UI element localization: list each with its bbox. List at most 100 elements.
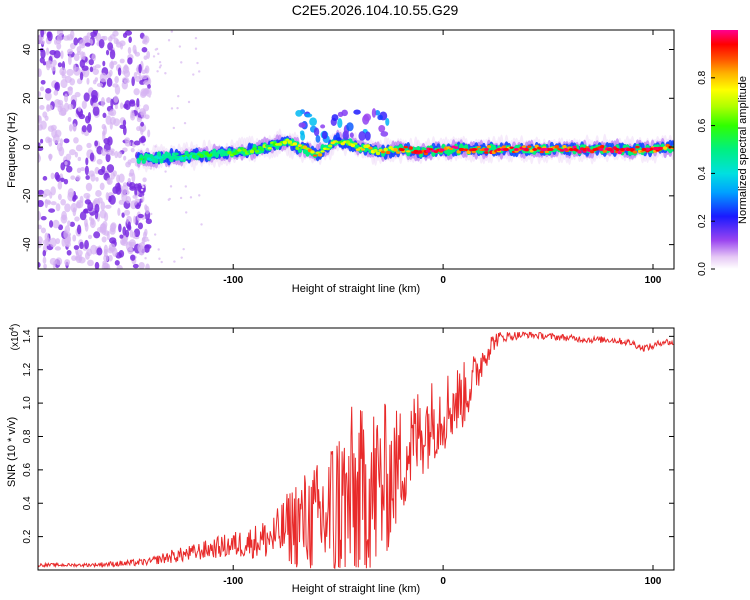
spectrogram-cell — [52, 59, 57, 66]
spectrogram-cell — [144, 228, 148, 237]
spectrogram-cell — [105, 97, 112, 103]
spectrogram-cell — [194, 47, 198, 50]
spectrogram-cell — [385, 150, 391, 155]
spectrogram-cell — [56, 42, 62, 50]
spectrogram-cell — [67, 103, 74, 110]
spectrogram-cell — [44, 91, 52, 101]
spectrogram-cell — [48, 208, 56, 213]
spectrogram-cell — [102, 112, 107, 118]
spectrogram-cell — [80, 51, 84, 60]
spectrogram-cell — [198, 194, 201, 197]
spectrogram-cell — [47, 137, 53, 143]
spectrogram-cell — [353, 109, 361, 115]
spectrogram-cell — [167, 198, 171, 201]
spectrogram-cell — [64, 225, 71, 234]
snr-y-axis-label: SNR (10 * v/v) — [6, 417, 18, 487]
spectrogram-cell — [169, 155, 174, 159]
spectrogram-cell — [86, 142, 92, 149]
spectrogram-cell — [85, 157, 89, 166]
spectrogram-cell — [42, 256, 47, 264]
colorbar-tick-label: 0.0 — [697, 262, 708, 276]
spectrogram-cell — [137, 107, 141, 110]
spectrogram-cell — [90, 244, 98, 255]
spectrogram-cell — [170, 30, 174, 33]
snr-x-ticks: -100 0 100 — [223, 328, 662, 587]
colorbar-tick-label: 0.8 — [697, 70, 708, 84]
spectrogram-cell — [76, 167, 82, 174]
spectrogram-cell — [73, 37, 79, 46]
spectrogram-cell — [95, 190, 102, 197]
spectrogram-cell — [265, 144, 270, 148]
spectrogram-cell — [102, 35, 108, 41]
spectrogram-cell — [94, 64, 101, 69]
spectrogram-cell — [158, 257, 161, 260]
spectrogram-cell — [563, 148, 569, 151]
spectrogram-cell — [76, 224, 82, 235]
spectrogram-cell — [45, 47, 50, 56]
spectrogram-cell — [76, 46, 82, 53]
spectrogram-cell — [585, 148, 591, 151]
spectrogram-cell — [49, 49, 57, 55]
x-tick-label: -100 — [223, 275, 243, 286]
spectrogram-cell — [107, 110, 114, 116]
spectrogram-cell — [164, 72, 167, 75]
spectrogram-cell — [143, 55, 148, 60]
spectrogram-cell — [174, 152, 179, 156]
spectrogram-cell — [459, 148, 465, 151]
spectrogram-cell — [140, 121, 145, 127]
spectrogram-cell — [438, 148, 444, 152]
spectrogram-cell — [141, 47, 148, 53]
spectrogram-cell — [64, 259, 71, 266]
spectrogram-cell — [170, 107, 174, 110]
spectrogram-cell — [72, 234, 77, 242]
spectrogram-cell — [79, 59, 86, 68]
snr-frame — [37, 327, 675, 571]
spectrogram-cell — [140, 135, 146, 143]
spectrogram-cell — [632, 150, 638, 154]
spectrogram-cell — [63, 178, 69, 185]
spectrogram-cell — [92, 68, 99, 75]
spectrogram-cell — [77, 106, 82, 112]
spectrogram-cell — [466, 150, 471, 155]
spectrogram-cell — [141, 126, 145, 130]
colorbar-label: Normalized spectral amplitude — [737, 76, 749, 224]
spectrogram-cell — [127, 46, 132, 55]
spectrogram-cell — [345, 140, 351, 144]
spectrogram-cell — [75, 144, 83, 152]
y-tick-label: 1.2 — [22, 362, 33, 376]
spectrogram-cell — [471, 148, 477, 151]
snr-series-line — [38, 331, 674, 570]
spectrogram-cell — [62, 35, 71, 41]
spectrogram-cell — [92, 102, 99, 108]
spectrogram-cell — [317, 153, 323, 157]
spectrogram-cell — [180, 61, 183, 64]
spectrogram-cell — [60, 198, 66, 206]
spectrogram-cell — [635, 145, 640, 149]
spectrogram-cell — [126, 215, 132, 225]
spectrogram-cell — [110, 98, 114, 109]
spectrogram-cell — [133, 215, 137, 224]
spectrogram-cell — [385, 117, 390, 126]
spectrogram-cell — [106, 177, 113, 185]
spectrogram-cell — [42, 176, 48, 181]
spectrogram-cell — [66, 48, 73, 55]
y-tick-label: 1.0 — [22, 396, 33, 410]
spectrogram-cell — [56, 142, 63, 152]
spectrogram-cell — [160, 260, 163, 264]
spectrogram-cell — [46, 104, 53, 111]
spectrogram-y-axis-label: Frequency (Hz) — [6, 112, 18, 188]
spectrogram-cell — [179, 156, 184, 161]
spectrogram-cell — [471, 150, 476, 154]
spectrogram-cell — [127, 57, 133, 65]
spectrogram-cell — [64, 75, 72, 84]
spectrogram-cell — [554, 145, 560, 149]
spectrogram-cell — [38, 115, 42, 124]
x-tick-label: 100 — [645, 576, 662, 587]
spectrogram-cell — [79, 39, 86, 49]
spectrogram-cell — [325, 147, 330, 151]
spectrogram-cell — [97, 197, 103, 204]
spectrogram-cell — [77, 156, 82, 162]
spectrogram-cell — [358, 131, 366, 141]
spectrogram-cell — [295, 146, 300, 150]
spectrogram-cell — [138, 245, 145, 256]
